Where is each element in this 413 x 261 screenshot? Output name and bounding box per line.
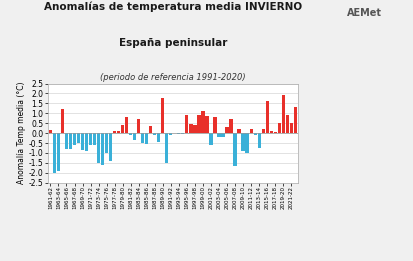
Bar — [85, 133, 88, 151]
Bar — [113, 131, 116, 133]
Bar — [165, 133, 168, 163]
Bar — [121, 125, 124, 133]
Bar — [217, 133, 220, 137]
Bar — [253, 133, 256, 135]
Bar — [221, 133, 224, 137]
Bar — [133, 133, 136, 140]
Bar — [153, 133, 156, 135]
Bar — [189, 124, 192, 133]
Bar — [229, 119, 232, 133]
Bar — [185, 115, 188, 133]
Bar — [89, 133, 92, 145]
Bar — [265, 101, 268, 133]
Bar — [97, 133, 100, 163]
Bar — [261, 129, 264, 133]
Bar — [101, 133, 104, 165]
Bar — [81, 133, 84, 150]
Bar — [149, 126, 152, 133]
Bar — [213, 117, 216, 133]
Bar — [169, 133, 172, 135]
Bar — [237, 129, 240, 133]
Bar — [181, 133, 184, 134]
Bar — [233, 133, 236, 166]
Text: Anomalías de temperatura media INVIERNO: Anomalías de temperatura media INVIERNO — [44, 1, 301, 12]
Bar — [277, 123, 280, 133]
Bar — [53, 133, 56, 173]
Bar — [225, 127, 228, 133]
Text: AEMet: AEMet — [346, 8, 381, 18]
Bar — [245, 133, 248, 153]
Y-axis label: Anomalía Temp media (°C): Anomalía Temp media (°C) — [17, 82, 26, 184]
Bar — [241, 133, 244, 151]
Bar — [129, 133, 132, 135]
Bar — [93, 133, 96, 145]
Bar — [201, 111, 204, 133]
Bar — [281, 96, 284, 133]
Bar — [193, 125, 196, 133]
Bar — [141, 133, 144, 143]
Bar — [285, 115, 288, 133]
Text: (periodo de referencia 1991-2020): (periodo de referencia 1991-2020) — [100, 73, 245, 82]
Bar — [209, 133, 212, 145]
Bar — [177, 133, 180, 134]
Bar — [73, 133, 76, 145]
Bar — [257, 133, 260, 148]
Bar — [137, 119, 140, 133]
Bar — [69, 133, 72, 149]
Bar — [117, 131, 120, 133]
Bar — [197, 115, 200, 133]
Bar — [293, 107, 296, 133]
Bar — [145, 133, 148, 144]
Bar — [289, 123, 292, 133]
Bar — [273, 132, 276, 133]
Bar — [77, 133, 80, 143]
Bar — [249, 129, 252, 133]
Bar — [125, 117, 128, 133]
Bar — [57, 133, 60, 171]
Bar — [109, 133, 112, 161]
Text: España peninsular: España peninsular — [119, 38, 226, 48]
Bar — [49, 130, 52, 133]
Bar — [205, 116, 208, 133]
Bar — [157, 133, 160, 142]
Bar — [161, 98, 164, 133]
Bar — [269, 131, 272, 133]
Bar — [105, 133, 108, 153]
Bar — [65, 133, 68, 149]
Bar — [61, 109, 64, 133]
